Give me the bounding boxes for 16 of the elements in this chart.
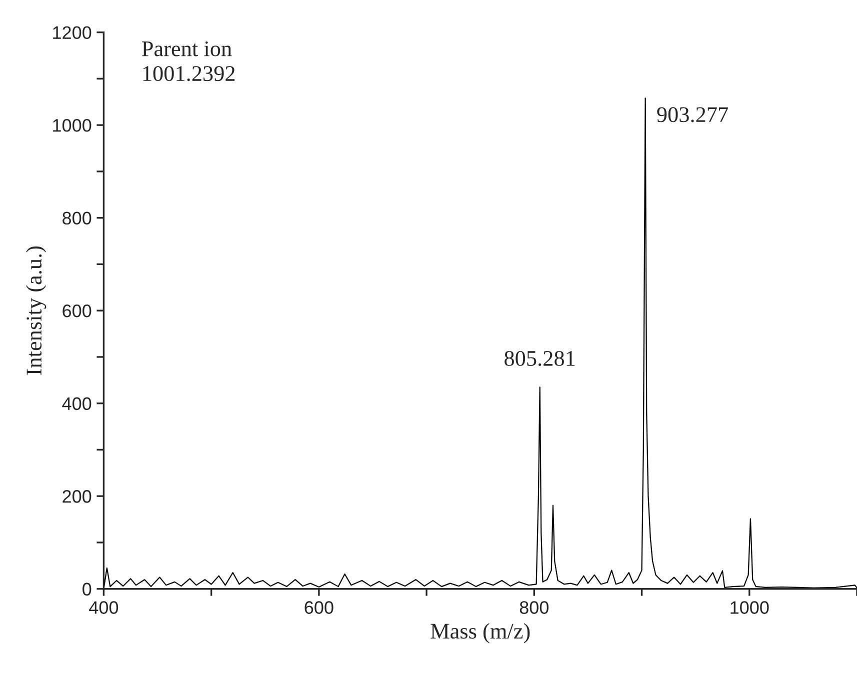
y-tick-label: 0 [82,582,92,596]
x-tick-label: 400 [89,601,118,614]
x-tick-label: 600 [304,601,334,614]
y-axis-title: Intensity (a.u.) [26,246,46,375]
y-tick-label: 1000 [53,119,92,132]
annotation: 903.277 [657,107,728,122]
annotation: 805.281 [504,350,575,366]
x-tick-label: 1000 [730,601,769,614]
x-axis-title: Mass (m/z) [430,623,530,644]
y-tick-label: 200 [62,490,92,503]
y-tick-label: 600 [62,304,92,318]
annotation: Parent ion 1001.2392 [142,41,235,82]
y-tick-label: 400 [62,397,92,410]
x-tick-label: 800 [520,601,549,614]
y-tick-label: 1200 [53,26,92,40]
y-tick-label: 800 [62,212,92,225]
